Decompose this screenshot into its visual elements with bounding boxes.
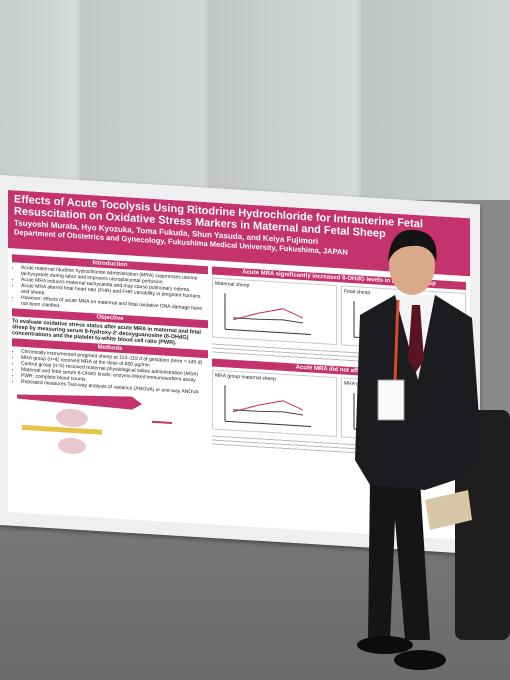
trace <box>233 317 304 324</box>
mini-plot <box>224 385 311 428</box>
sheep-icon <box>58 437 86 454</box>
figure-panel: Maternal sheep <box>212 277 337 346</box>
face <box>389 235 435 295</box>
left-column: Introduction Acute maternal ritodrine hy… <box>12 252 208 468</box>
trousers <box>368 480 430 640</box>
timeline <box>22 424 102 435</box>
sheep-icon <box>56 408 88 427</box>
arrow <box>17 394 142 410</box>
trace <box>232 308 304 321</box>
methods-diagram <box>17 394 172 454</box>
name-badge <box>377 379 405 421</box>
trace <box>232 400 304 413</box>
hair <box>388 229 437 262</box>
figure-panel: MRA group maternal sheep <box>212 369 337 438</box>
axis <box>225 328 311 336</box>
lanyard <box>393 299 400 381</box>
shoe <box>394 650 446 670</box>
axis <box>225 420 311 428</box>
mini-plot <box>224 293 311 336</box>
envelope <box>425 490 472 530</box>
suit-jacket <box>355 295 482 490</box>
tie <box>408 305 424 372</box>
wall <box>0 0 510 200</box>
legend-line <box>152 420 172 425</box>
trace <box>233 409 304 416</box>
shoe <box>357 636 413 654</box>
